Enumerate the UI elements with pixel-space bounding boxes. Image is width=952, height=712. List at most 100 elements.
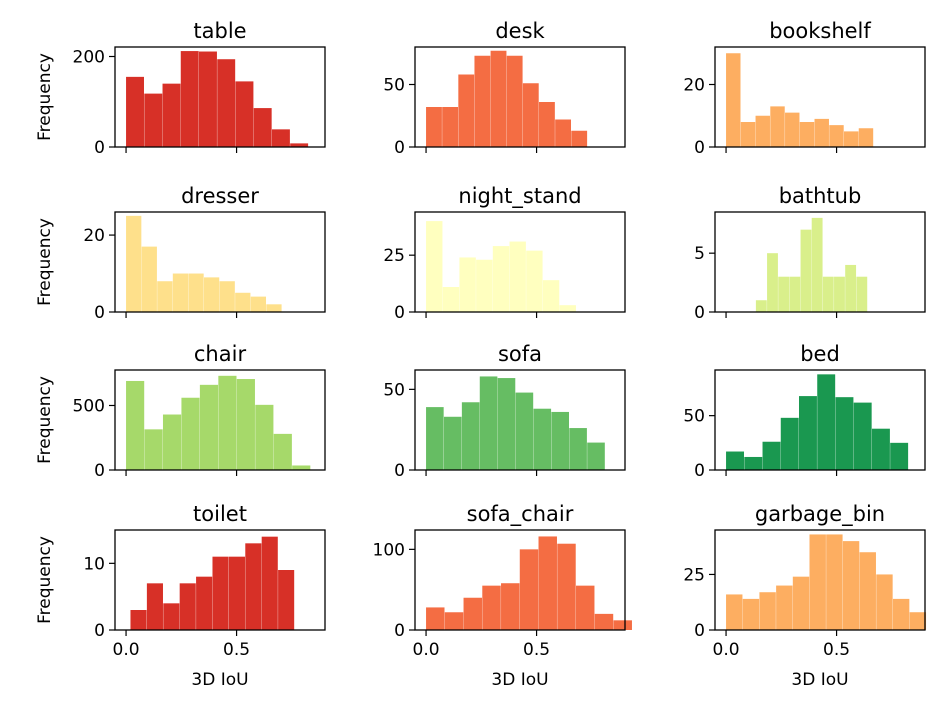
x-tick-label: 0.5 [823,640,850,660]
histogram-bar [576,585,595,630]
histogram-bar [557,543,576,630]
histogram-bar [271,129,290,147]
axes-frame [714,369,926,471]
histogram-panel-sofa: 0 50 sofa [383,342,626,481]
axes-frame [714,46,926,148]
histogram-bar [196,576,213,630]
histogram-bar [474,55,491,147]
histogram-bar [426,221,443,312]
histogram-bar [278,570,295,630]
histogram-bar [594,613,614,630]
histogram-bar [845,264,857,312]
histogram-bar [759,592,776,630]
axes-frame [714,529,926,631]
panel-title: desk [495,19,545,43]
histogram-bar [266,304,282,312]
axes-frame [414,529,626,631]
histogram-panel-night-stand: 0 25 night_stand [383,184,626,323]
histogram-bar [559,305,576,312]
histogram-bar [253,108,272,147]
panel-title: bed [800,342,840,366]
histogram-bar [219,281,235,312]
histogram-bar [501,583,520,630]
histogram-bar [426,607,445,630]
histogram-bar [538,536,557,630]
histogram-bar [755,115,770,147]
x-axis-label: 3D IoU [491,670,548,690]
histogram-bar [235,81,254,147]
histogram-bar [539,102,555,147]
x-tick-label: 0.5 [523,640,550,660]
y-tick-label: 0 [394,461,405,481]
histogram-bar [744,456,763,470]
y-tick-label: 50 [683,407,705,427]
panel-title: sofa [498,342,542,366]
panel-title: bathtub [779,184,862,208]
histogram-bar [785,112,800,148]
histogram-bar [859,552,876,630]
panel-title: chair [194,342,247,366]
histogram-bar [163,603,180,630]
x-tick-label: 0.0 [713,640,740,660]
y-axis-label: Frequency [35,53,55,141]
x-tick-label: 0.5 [223,640,250,660]
histogram-bar [909,612,927,630]
histogram-bar [188,273,204,312]
axes-frame [414,46,626,148]
histogram-bar [157,281,173,312]
histogram-bar [542,280,560,312]
histogram-bar [273,433,292,470]
axes-frame [114,369,326,471]
histogram-bar [217,59,236,147]
histogram-bar [755,300,767,312]
histogram-bar [144,429,163,470]
histogram-bar [292,465,311,470]
histogram-bar [742,598,760,630]
y-tick-label: 500 [73,396,105,416]
histogram-bar [778,276,790,312]
histogram-bar [172,273,189,312]
panel-title: bookshelf [769,19,871,43]
histogram-bar [509,241,526,312]
histogram-bar [199,51,217,147]
histogram-bar [522,83,539,147]
y-tick-label: 0 [694,303,705,323]
histogram-panel-garbage-bin: 0 25 0.0 0.5 garbage_bin 3D IoU [683,502,927,690]
histogram-bar [290,143,309,147]
y-tick-label: 25 [383,246,405,266]
histogram-bar [444,612,464,630]
histogram-bar [162,83,181,147]
x-axis-label: 3D IoU [191,670,248,690]
histogram-panel-desk: 0 50 desk [383,19,626,158]
histogram-bar [799,122,815,147]
histogram-bar [876,574,893,630]
axes-frame [714,211,926,313]
panel-title: night_stand [458,184,581,209]
panel-title: garbage_bin [755,502,885,527]
y-tick-label: 5 [694,244,705,264]
histogram-bar [250,296,267,312]
histogram-bar [792,576,810,630]
panel-title: sofa_chair [467,502,574,527]
histogram-bar [829,125,844,148]
y-axis-label: Frequency [35,536,55,624]
y-tick-label: 50 [383,76,405,96]
histogram-bar [426,107,442,147]
histogram-panel-bathtub: 0 5 bathtub [694,184,926,323]
y-tick-label: 200 [73,48,105,68]
axes-frame [414,211,626,313]
histogram-bar [571,130,588,147]
panel-title: dresser [181,184,259,208]
y-tick-label: 0 [94,461,105,481]
histogram-bar [809,534,826,630]
histogram-bar [551,411,569,470]
histogram-bar [770,106,785,148]
histogram-bar [458,74,475,147]
histogram-bar [799,396,817,470]
histogram-bar [780,417,799,470]
y-tick-label: 0 [394,138,405,158]
y-axis-label: Frequency [35,218,55,306]
histogram-panel-bed: 0 50 bed [683,342,926,481]
histogram-bar [890,442,909,470]
